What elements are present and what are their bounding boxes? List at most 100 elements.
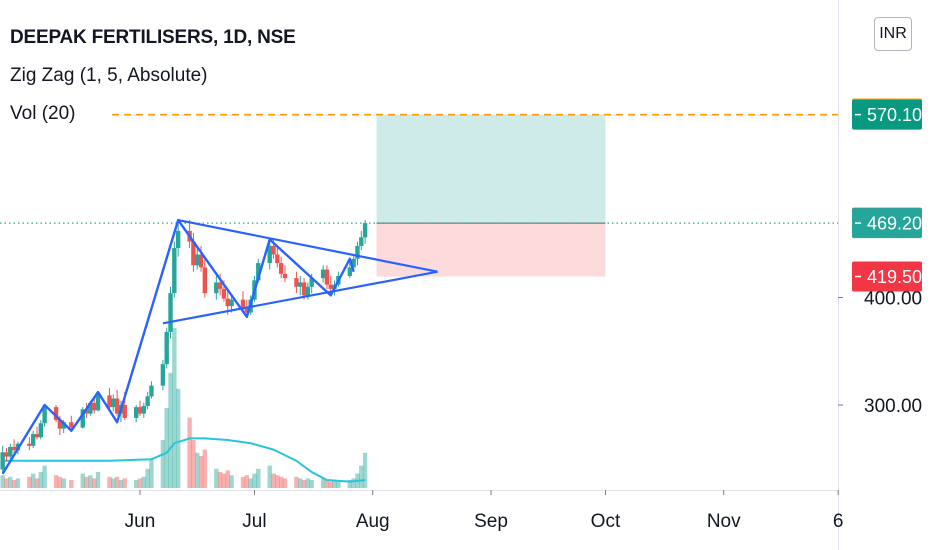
volume-bar [332,480,337,488]
volume-indicator-label[interactable]: Vol (20) [10,103,76,124]
volume-bar [137,478,143,488]
volume-bar [38,472,44,488]
volume-bar [42,465,47,488]
price-tag-label: 469.20 [867,214,922,234]
volume-bar [359,465,364,488]
volume-bar [351,478,356,488]
candle-body [298,282,303,287]
candle-body [53,407,59,421]
volume-bar [195,452,200,488]
y-tick-label: 300.00 [864,396,922,417]
volume-bar [141,476,147,488]
candle-body [137,407,143,414]
volume-bar [80,473,85,488]
candle-body [191,241,196,266]
candle-body [309,278,314,287]
candle-body [0,452,5,470]
triangle-lower-line [162,270,438,325]
candle-body [217,282,223,289]
volume-bar [221,473,227,488]
volume-bar [267,465,272,488]
volume-bar [15,478,21,488]
candle-body [107,395,112,408]
x-tick-label: Nov [707,511,741,532]
candle-body [149,385,154,397]
volume-bar [61,478,66,488]
volume-bar [69,480,74,488]
candle-body [359,237,364,246]
volume-bar [202,449,208,488]
zigzag-indicator-label[interactable]: Zig Zag (1, 5, Absolute) [10,65,208,86]
volume-bar [11,480,17,488]
volume-bar [30,473,36,488]
candle-body [305,286,311,296]
volume-bar [191,440,196,488]
candle-body [328,284,333,289]
candle-body [111,398,116,408]
candle-body [57,420,63,429]
volume-bar [164,408,169,488]
candle-body [168,293,173,332]
candle-body [80,409,85,428]
volume-ma-line [2,437,366,483]
volume-bar [118,480,124,488]
volume-bar [88,475,93,488]
volume-bar [111,478,116,488]
volume-bar [324,480,330,488]
currency-button[interactable]: INR [874,17,912,51]
candle-body [320,269,326,279]
volume-bar [92,478,97,488]
volume-bar [214,468,219,488]
price-tag [852,99,922,130]
candle-body [61,422,66,429]
volume-bar [122,478,127,488]
candle-body [282,273,288,279]
volume-bar [252,473,257,488]
candle-body [214,282,219,294]
candle-body [8,446,13,457]
volume-bar [27,476,32,488]
candle-body [225,298,230,307]
volume-bar [271,473,276,488]
chart-title: DEEPAK FERTILISERS, 1D, NSE [10,27,296,48]
volume-bar [4,478,9,488]
candle-body [267,245,272,264]
volume-bar [248,478,253,488]
x-tick-label: Jun [125,511,156,532]
x-tick-label: Sep [474,511,508,532]
volume-bar [244,475,250,488]
x-tick-label: 6 [833,511,844,532]
candle-body [278,263,284,274]
candle-body [175,230,181,249]
candle-body [160,364,166,386]
candle-body [294,278,299,287]
price-tag [852,261,922,292]
candle-body [84,409,89,414]
candle-body [34,434,40,438]
volume-bar [282,478,288,488]
candle-body [27,443,32,446]
volume-bar [149,459,154,488]
candle-body [301,282,307,296]
volume-bar [229,475,234,488]
volume-bar [172,328,177,488]
x-tick-label: Aug [356,511,390,532]
candle-body [38,423,44,438]
volume-bar [362,452,368,488]
volume-bar [309,480,314,488]
candle-body [42,407,47,424]
volume-bar [175,388,181,488]
volume-bar [305,478,311,488]
volume-bar [114,476,120,488]
candle-body [229,299,234,307]
candle-body [275,254,280,264]
x-tick-label: Jul [242,511,266,532]
y-tick-label: 400.00 [864,289,922,310]
candle-body [4,452,9,457]
volume-bar [84,476,89,488]
x-tick-label: Oct [591,511,621,532]
volume-bar [298,478,303,488]
volume-bar [320,478,326,488]
volume-bar [278,476,284,488]
